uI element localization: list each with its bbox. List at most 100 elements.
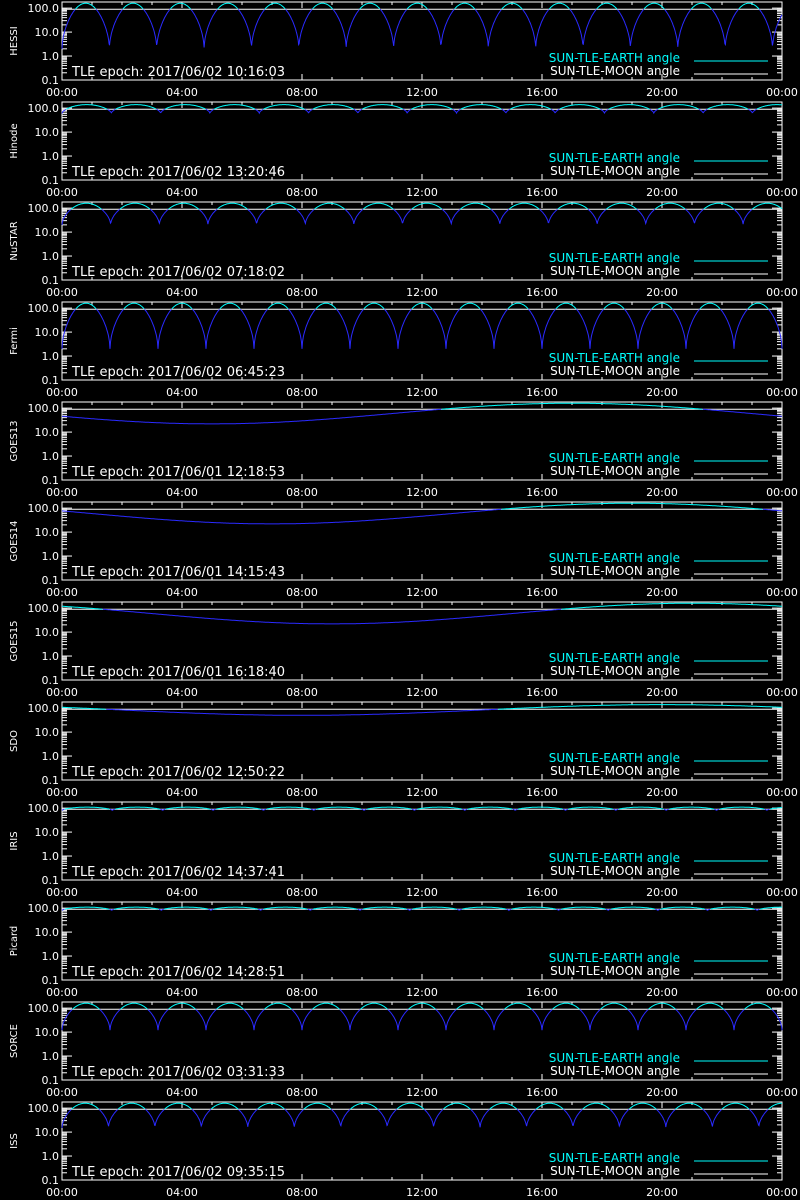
x-tick-label: 20:00 [646, 186, 678, 199]
x-tick-label: 04:00 [166, 1086, 198, 1099]
x-tick-label: 08:00 [286, 86, 318, 99]
earth-angle-curve-low [61, 8, 783, 49]
x-tick-label: 20:00 [646, 1186, 678, 1199]
x-tick-label: 00:00 [766, 386, 798, 399]
earth-angle-curve-low [62, 508, 783, 525]
tle-epoch-label: TLE epoch: 2017/06/02 12:50:22 [71, 765, 285, 780]
legend-earth-label: SUN-TLE-EARTH angle [549, 1151, 680, 1165]
earth-angle-curve-low [61, 1108, 769, 1128]
y-tick-label: 0.1 [42, 974, 60, 987]
x-tick-label: 00:00 [46, 186, 78, 199]
legend-moon-label: SUN-TLE-MOON angle [550, 464, 680, 478]
y-tick-label: 1.0 [42, 250, 60, 263]
panel-ylabel: GOES14 [9, 520, 20, 561]
x-tick-label: 12:00 [406, 986, 438, 999]
legend-earth-label: SUN-TLE-EARTH angle [549, 351, 680, 365]
y-tick-label: 1.0 [42, 650, 60, 663]
panel-goes14: 100.010.01.00.100:00 04:00 08:00 12:00 16:00… [9, 501, 798, 599]
legend-earth-label: SUN-TLE-EARTH angle [549, 451, 680, 465]
y-tick-label: 0.1 [42, 174, 60, 187]
tle-epoch-label: TLE epoch: 2017/06/02 07:18:02 [71, 265, 285, 280]
x-tick-label: 04:00 [166, 186, 198, 199]
x-tick-label: 12:00 [406, 886, 438, 899]
panel-ylabel: HESSI [9, 26, 20, 55]
earth-angle-curve-low [61, 208, 753, 226]
legend-moon-label: SUN-TLE-MOON angle [550, 564, 680, 578]
x-tick-label: 16:00 [526, 486, 558, 499]
y-tick-label: 0.1 [42, 874, 60, 887]
panel-sdo: 100.010.01.00.100:00 04:00 08:00 12:00 16:00… [9, 701, 798, 799]
x-tick-label: 00:00 [46, 486, 78, 499]
x-tick-label: 00:00 [46, 286, 78, 299]
x-tick-label: 08:00 [286, 686, 318, 699]
x-tick-label: 04:00 [166, 386, 198, 399]
x-tick-label: 00:00 [46, 786, 78, 799]
x-tick-label: 12:00 [406, 386, 438, 399]
legend-earth-label: SUN-TLE-EARTH angle [549, 851, 680, 865]
x-tick-label: 04:00 [166, 486, 198, 499]
legend-moon-label: SUN-TLE-MOON angle [550, 864, 680, 878]
y-tick-label: 100.0 [28, 202, 60, 215]
legend-earth-label: SUN-TLE-EARTH angle [549, 151, 680, 165]
legend-moon-label: SUN-TLE-MOON angle [550, 64, 680, 78]
earth-angle-curve-low [61, 108, 757, 115]
tle-epoch-label: TLE epoch: 2017/06/02 06:45:23 [71, 365, 285, 380]
legend-moon-label: SUN-TLE-MOON angle [550, 164, 680, 178]
legend-earth-label: SUN-TLE-EARTH angle [549, 751, 680, 765]
y-tick-label: 0.1 [42, 74, 60, 87]
x-tick-label: 04:00 [166, 86, 198, 99]
tle-epoch-label: TLE epoch: 2017/06/02 13:20:46 [71, 165, 285, 180]
x-tick-label: 20:00 [646, 1086, 678, 1099]
y-tick-label: 10.0 [35, 1126, 60, 1139]
panel-goes13: 100.010.01.00.100:00 04:00 08:00 12:00 16:00… [9, 401, 798, 499]
earth-angle-curve [441, 402, 703, 410]
y-tick-label: 10.0 [35, 126, 60, 139]
y-tick-label: 1.0 [42, 750, 60, 763]
panel-ylabel: Hinode [9, 123, 20, 158]
earth-angle-curve [64, 906, 782, 910]
x-tick-label: 00:00 [766, 86, 798, 99]
panel-ylabel: GOES15 [9, 620, 20, 661]
y-tick-label: 0.1 [42, 574, 60, 587]
x-tick-label: 20:00 [646, 886, 678, 899]
panel-nustar: 100.010.01.00.100:00 04:00 08:00 12:00 16:00… [9, 201, 798, 299]
earth-angle-curve [72, 1002, 772, 1010]
x-tick-label: 00:00 [46, 886, 78, 899]
legend-moon-label: SUN-TLE-MOON angle [550, 964, 680, 978]
x-tick-label: 00:00 [766, 1186, 798, 1199]
x-tick-label: 04:00 [166, 886, 198, 899]
earth-angle-curve-low [106, 708, 498, 716]
x-tick-label: 12:00 [406, 86, 438, 99]
x-tick-label: 00:00 [766, 786, 798, 799]
tle-epoch-label: TLE epoch: 2017/06/02 03:31:33 [71, 1065, 285, 1080]
y-tick-label: 1.0 [42, 1150, 60, 1163]
earth-angle-curve [64, 806, 782, 810]
y-tick-label: 0.1 [42, 1074, 60, 1087]
x-tick-label: 16:00 [526, 1186, 558, 1199]
x-tick-label: 20:00 [646, 486, 678, 499]
x-tick-label: 16:00 [526, 586, 558, 599]
y-tick-label: 10.0 [35, 626, 60, 639]
panel-ylabel: Picard [9, 926, 20, 957]
panel-ylabel: GOES13 [9, 420, 20, 461]
y-tick-label: 1.0 [42, 350, 60, 363]
y-tick-label: 1.0 [42, 450, 60, 463]
panel-ylabel: SORCE [9, 1024, 20, 1058]
x-tick-label: 20:00 [646, 386, 678, 399]
tle-epoch-label: TLE epoch: 2017/06/02 10:16:03 [71, 65, 285, 80]
y-tick-label: 1.0 [42, 950, 60, 963]
legend-moon-label: SUN-TLE-MOON angle [550, 764, 680, 778]
earth-angle-curve-low [61, 908, 760, 912]
y-tick-label: 100.0 [28, 402, 60, 415]
x-tick-label: 04:00 [166, 986, 198, 999]
legend-moon-label: SUN-TLE-MOON angle [550, 664, 680, 678]
panel-picard: 100.010.01.00.100:00 04:00 08:00 12:00 16:00… [9, 901, 798, 999]
x-tick-label: 20:00 [646, 986, 678, 999]
x-tick-label: 12:00 [406, 486, 438, 499]
x-tick-label: 00:00 [766, 486, 798, 499]
y-tick-label: 0.1 [42, 674, 60, 687]
x-tick-label: 00:00 [766, 1086, 798, 1099]
y-tick-label: 10.0 [35, 326, 60, 339]
legend-earth-label: SUN-TLE-EARTH angle [549, 651, 680, 665]
y-tick-label: 1.0 [42, 1050, 60, 1063]
